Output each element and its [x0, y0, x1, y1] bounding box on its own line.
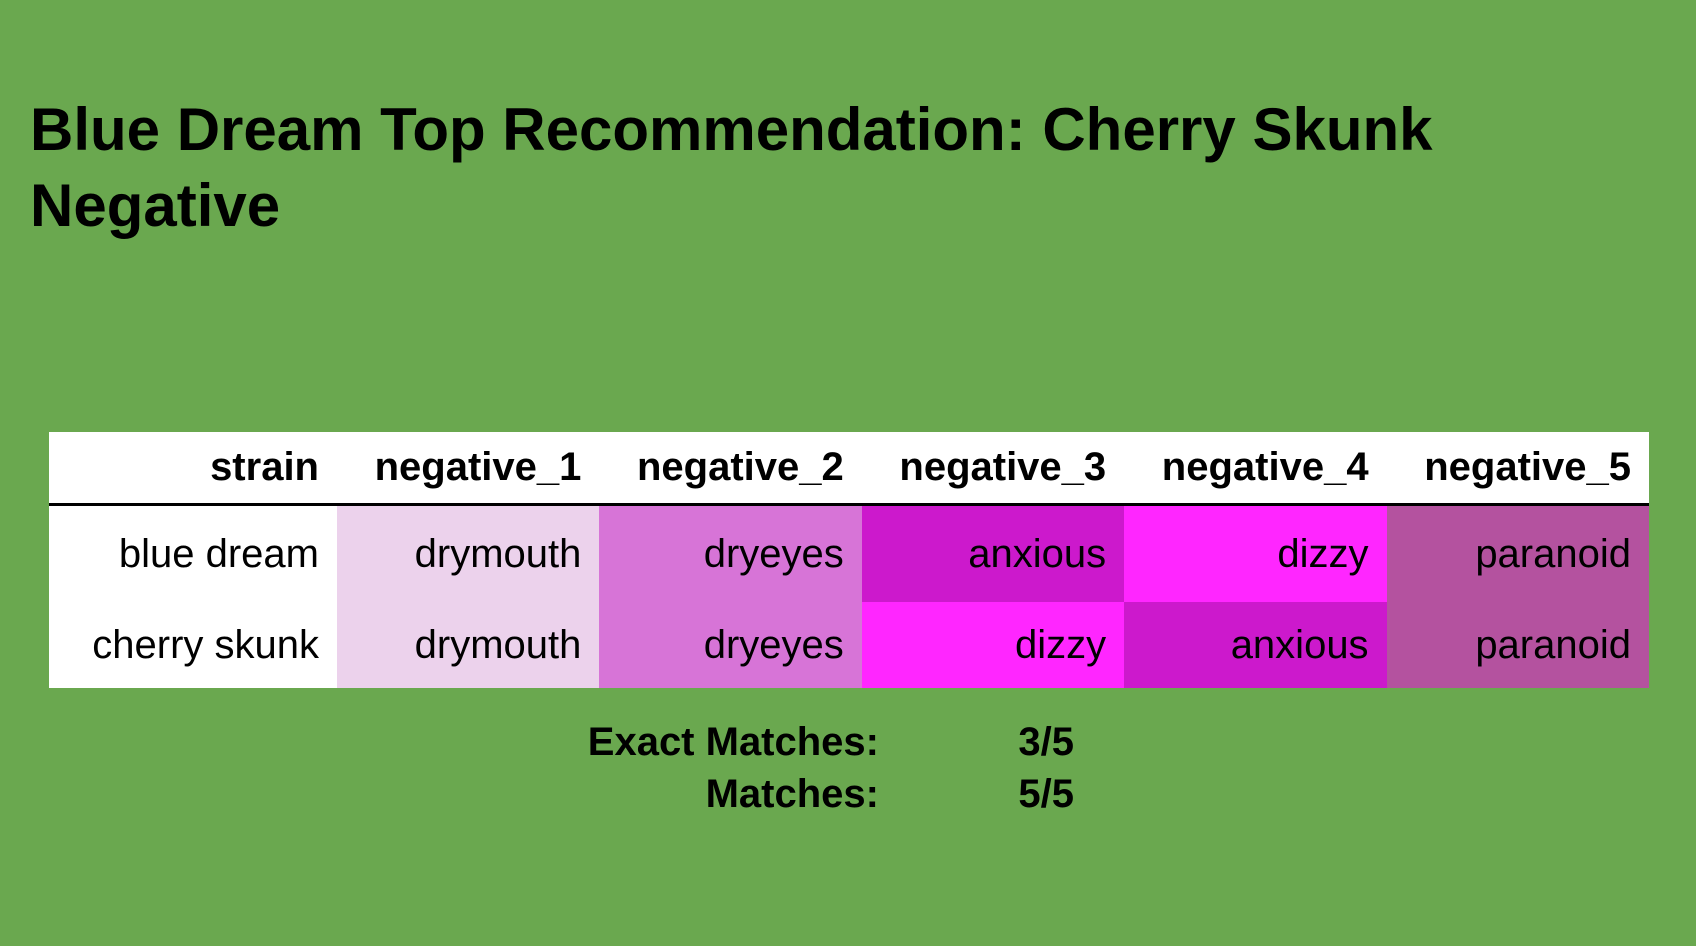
header-negative-2: negative_2	[599, 432, 862, 506]
page-title: Blue Dream Top Recommendation: Cherry Sk…	[30, 92, 1630, 244]
table-row: cherry skunk drymouth dryeyes dizzy anxi…	[49, 602, 1649, 688]
cell-effect: anxious	[861, 504, 1125, 602]
matches-value: 5/5	[1018, 772, 1074, 816]
cell-effect: dizzy	[861, 602, 1125, 688]
cell-effect: dryeyes	[599, 504, 862, 602]
cell-effect: drymouth	[337, 504, 600, 602]
cell-effect: anxious	[1124, 602, 1387, 688]
header-strain: strain	[49, 432, 337, 506]
exact-matches-row: Exact Matches: 3/5	[0, 720, 1696, 772]
header-negative-5: negative_5	[1386, 432, 1649, 506]
matches-row: Matches: 5/5	[0, 772, 1696, 824]
header-negative-3: negative_3	[861, 432, 1125, 506]
matches-label: Matches:	[705, 772, 879, 816]
cell-effect: dryeyes	[599, 602, 862, 688]
cell-effect: dizzy	[1124, 504, 1387, 602]
cell-effect: paranoid	[1386, 602, 1649, 688]
table-header-row: strain negative_1 negative_2 negative_3 …	[49, 432, 1649, 506]
comparison-table: strain negative_1 negative_2 negative_3 …	[49, 432, 1649, 688]
match-stats: Exact Matches: 3/5 Matches: 5/5	[0, 720, 1696, 824]
exact-matches-label: Exact Matches:	[587, 720, 879, 764]
header-negative-4: negative_4	[1124, 432, 1387, 506]
cell-strain: blue dream	[49, 504, 337, 602]
header-negative-1: negative_1	[337, 432, 600, 506]
cell-effect: paranoid	[1386, 504, 1649, 602]
table-row: blue dream drymouth dryeyes anxious dizz…	[49, 504, 1649, 602]
cell-strain: cherry skunk	[49, 602, 337, 688]
exact-matches-value: 3/5	[1018, 720, 1074, 764]
title-line-2: Negative	[30, 172, 281, 239]
title-line-1: Blue Dream Top Recommendation: Cherry Sk…	[30, 96, 1433, 163]
cell-effect: drymouth	[337, 602, 600, 688]
